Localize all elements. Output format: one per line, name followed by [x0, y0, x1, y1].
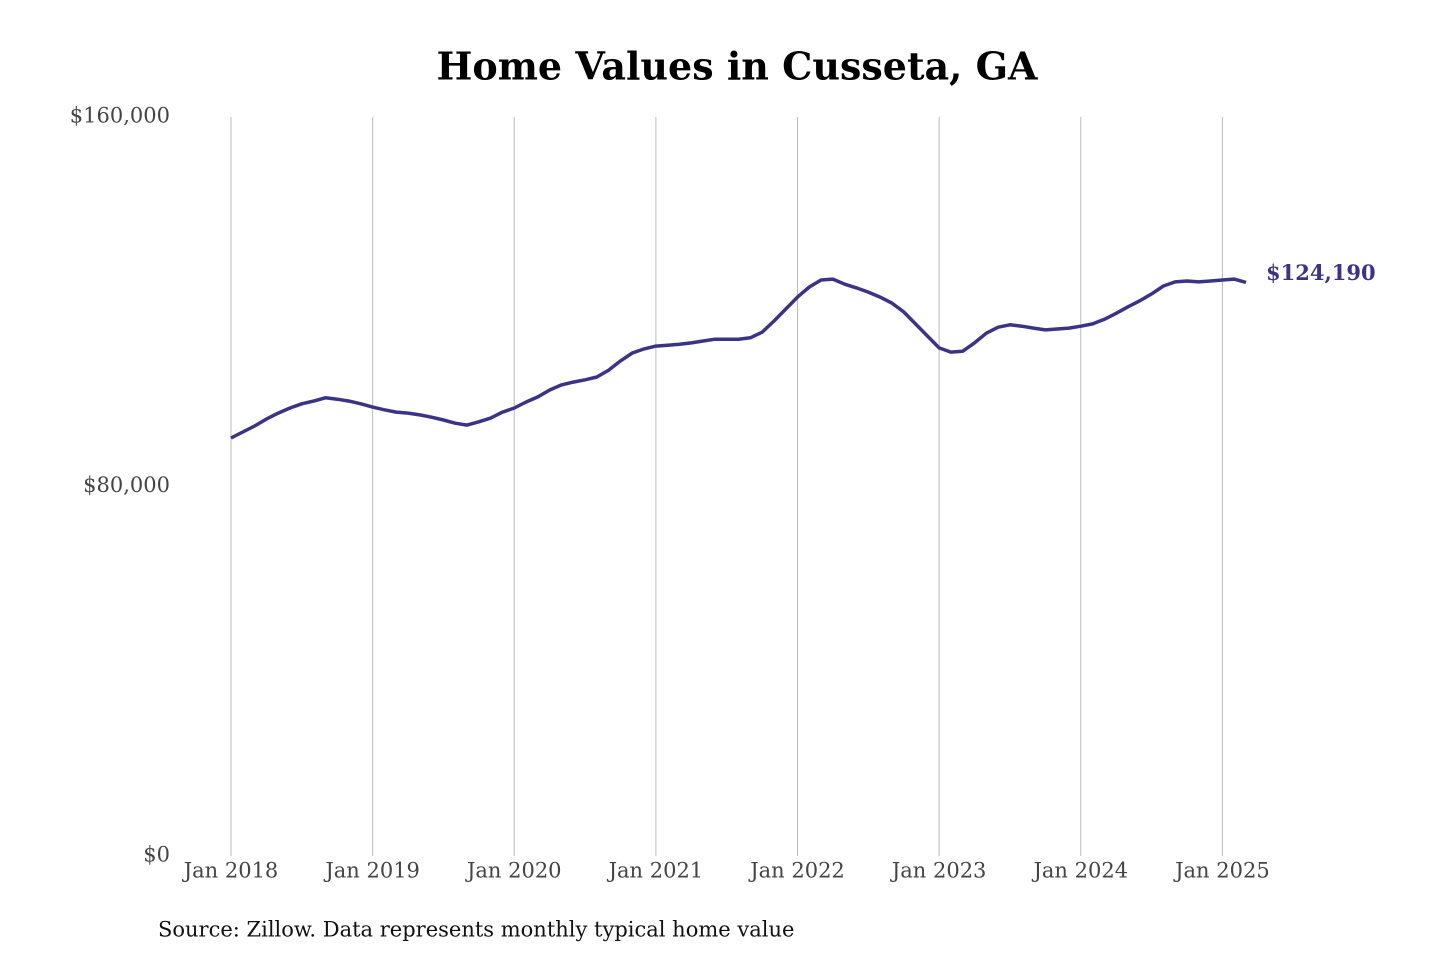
line-series	[230, 277, 1247, 440]
y-tick-label: $0	[143, 843, 170, 867]
y-tick-label: $160,000	[70, 104, 170, 128]
x-tick-label: Jan 2021	[607, 859, 704, 883]
x-tick-label: Jan 2019	[323, 859, 420, 883]
value-label: $124,190	[1266, 260, 1376, 285]
y-tick-label: $80,000	[83, 473, 170, 497]
x-tick-label: Jan 2020	[465, 859, 562, 883]
chart-title: Home Values in Cusseta, GA	[436, 44, 1038, 89]
x-tick-label: Jan 2024	[1031, 859, 1128, 883]
x-tick-label: Jan 2022	[748, 859, 845, 883]
x-tick-label: Jan 2025	[1173, 859, 1270, 883]
x-tick-label: Jan 2023	[890, 859, 987, 883]
source-note: Source: Zillow. Data represents monthly …	[158, 918, 794, 942]
x-tick-label: Jan 2018	[182, 859, 279, 883]
